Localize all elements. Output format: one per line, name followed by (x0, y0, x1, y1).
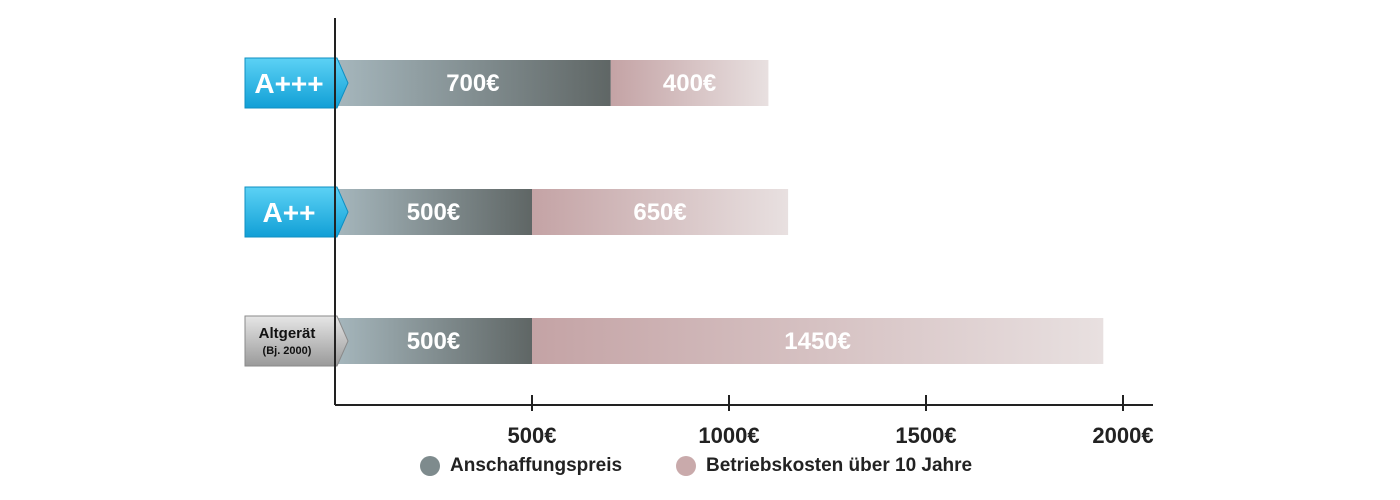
bar-value-label: 700€ (446, 70, 499, 97)
category-badge-a: A+++ (244, 57, 349, 109)
x-tick-label: 1500€ (895, 423, 956, 448)
legend-swatch-anschaffungspreis (420, 456, 440, 476)
axes (334, 18, 1153, 406)
legend-label-anschaffungspreis: Anschaffungspreis (450, 455, 623, 476)
x-tick-label: 1000€ (698, 423, 759, 448)
legend: Anschaffungspreis Betriebskosten über 10… (0, 455, 1400, 485)
bar-value-label: 1450€ (784, 328, 851, 355)
badge-label: A++ (263, 197, 316, 228)
bar-a-anschaffungspreis (335, 189, 532, 235)
bars-layer: 700€ 400€ 500€ 650€ 500€ 1450€ (335, 60, 1104, 364)
x-tick-label: 2000€ (1092, 423, 1153, 448)
legend-swatch-betriebskosten (676, 456, 696, 476)
badge-shape (244, 315, 349, 367)
bar-value-label: 400€ (663, 70, 716, 97)
bar-a-betriebskosten-ber-10-jahre (610, 60, 769, 106)
legend-item-anschaffungspreis: Anschaffungspreis (420, 455, 622, 477)
category-badge-a: A++ (244, 186, 349, 238)
badge-label: A+++ (254, 68, 323, 99)
x-tick-label: 500€ (508, 423, 557, 448)
badge-sublabel: (Bj. 2000) (263, 345, 312, 357)
bar-altger-t-bj-2000-betriebskosten-ber-10-jahre (532, 318, 1104, 364)
bar-value-label: 500€ (407, 328, 460, 355)
bar-value-label: 500€ (407, 199, 460, 226)
category-badge-altger-t-bj-2000: Altgerät (Bj. 2000) (244, 315, 349, 367)
legend-item-betriebskosten: Betriebskosten über 10 Jahre (676, 455, 972, 477)
bar-value-label: 650€ (633, 199, 686, 226)
bar-a-anschaffungspreis (335, 60, 611, 106)
x-axis-ticks: 500€ 1000€ 1500€ 2000€ (508, 395, 1154, 448)
badge-label: Altgerät (259, 325, 316, 342)
bar-a-betriebskosten-ber-10-jahre (532, 189, 789, 235)
bar-altger-t-bj-2000-anschaffungspreis (335, 318, 532, 364)
badge-shape (244, 57, 349, 109)
category-badges: A+++ A++ Altgerät (Bj. 2000) (244, 57, 349, 367)
badge-shape (244, 186, 349, 238)
legend-label-betriebskosten: Betriebskosten über 10 Jahre (706, 455, 973, 476)
